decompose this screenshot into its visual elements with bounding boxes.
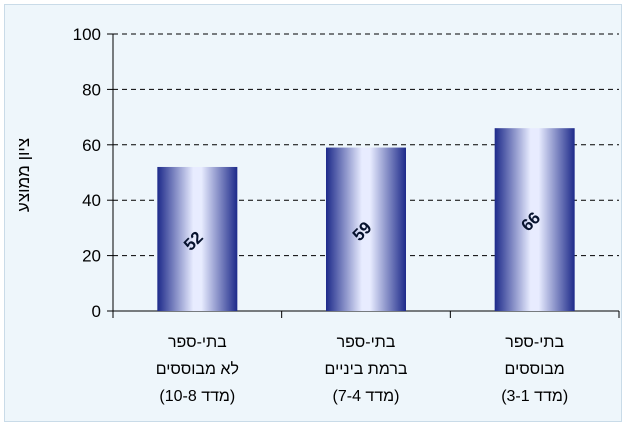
y-axis-label: ציון ממוצע bbox=[14, 138, 33, 212]
x-category-label: (מדד 7-4) bbox=[333, 388, 400, 405]
x-category-label: לא מבוססים bbox=[156, 360, 239, 378]
y-tick-label: 40 bbox=[82, 191, 101, 210]
bar bbox=[326, 147, 406, 311]
y-tick-label: 80 bbox=[82, 80, 101, 99]
y-tick-label: 60 bbox=[82, 136, 101, 155]
x-category-label: (מדד 3-1) bbox=[501, 388, 568, 405]
x-category-label: בתי-ספר bbox=[505, 334, 564, 351]
x-category-label: בתי-ספר bbox=[168, 334, 227, 351]
chart-container: 0 20 40 60 80 100 52 בתי-ספר לא מבוססים (מדד 10-… bbox=[4, 4, 622, 422]
bar bbox=[157, 166, 238, 311]
bar bbox=[494, 128, 575, 311]
x-category-label: (מדד 10-8) bbox=[159, 388, 235, 405]
x-category-label: בתי-ספר bbox=[337, 334, 396, 351]
y-tick-label: 20 bbox=[82, 247, 101, 266]
x-category-label: מבוססים bbox=[505, 361, 565, 378]
y-tick-label: 100 bbox=[73, 25, 101, 44]
y-tick-label: 0 bbox=[92, 302, 101, 321]
x-category-label: ברמת ביניים bbox=[325, 361, 408, 378]
